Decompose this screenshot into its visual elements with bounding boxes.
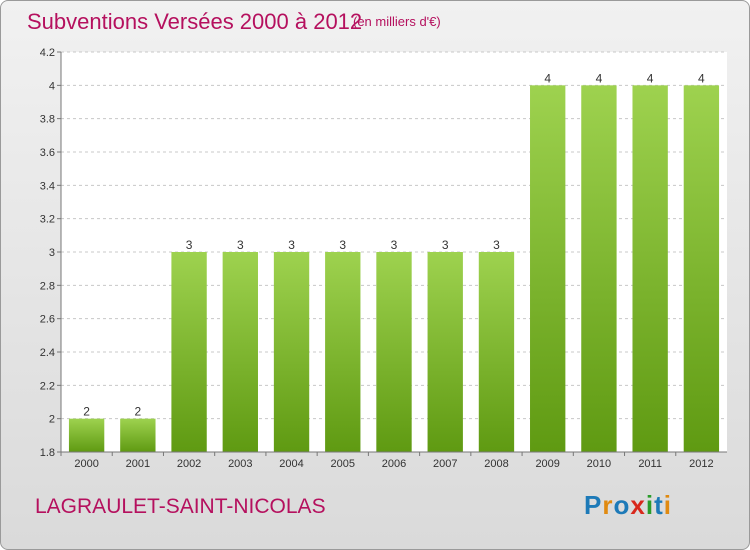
bar-2006 — [376, 252, 412, 452]
bar-2005 — [325, 252, 361, 452]
logo-letter: r — [602, 490, 614, 520]
x-tick-label: 2009 — [535, 458, 559, 470]
y-tick-label: 3.2 — [40, 214, 55, 226]
bar-value-label: 2 — [135, 405, 142, 419]
bar-2007 — [427, 252, 463, 452]
x-tick-label: 2007 — [433, 458, 457, 470]
logo-letter: t — [654, 490, 664, 520]
bar-2011 — [632, 85, 668, 452]
bar-value-label: 3 — [391, 238, 398, 252]
bar-value-label: 4 — [647, 71, 654, 85]
bar-2001 — [120, 418, 156, 452]
y-axis-ticks: 1.8 2 2.2 2.4 2.6 2.8 3 3.2 3.4 3.6 3.8 4 4.2 — [40, 47, 61, 459]
y-tick-label: 2.6 — [40, 314, 55, 326]
y-tick-label: 4 — [49, 80, 55, 92]
bar-value-label: 3 — [339, 238, 346, 252]
x-tick-label: 2005 — [331, 458, 355, 470]
bar-value-label: 4 — [544, 71, 551, 85]
x-tick-label: 2012 — [689, 458, 713, 470]
y-tick-label: 3 — [49, 247, 55, 259]
x-tick-label: 2004 — [279, 458, 303, 470]
bar-2000 — [68, 418, 105, 452]
bar-2002 — [171, 252, 207, 452]
bar-value-label: 3 — [186, 238, 193, 252]
y-tick-label: 3.8 — [40, 114, 55, 126]
logo-letter: o — [613, 490, 631, 520]
bar-value-label: 4 — [596, 71, 603, 85]
y-tick-label: 2.4 — [40, 347, 55, 359]
bar-2010 — [581, 85, 617, 452]
bar-value-label: 3 — [442, 238, 449, 252]
logo-letter: P — [584, 490, 603, 520]
bar-value-label: 3 — [493, 238, 500, 252]
x-tick-label: 2001 — [126, 458, 150, 470]
y-tick-label: 2.8 — [40, 280, 55, 292]
bars: 2 2 3 3 3 3 3 3 3 4 4 4 4 — [68, 71, 720, 452]
bar-value-label: 3 — [237, 238, 244, 252]
bar-2009 — [530, 85, 566, 452]
y-tick-label: 2.2 — [40, 380, 55, 392]
y-tick-label: 1.8 — [40, 447, 55, 459]
bar-value-label: 4 — [698, 71, 705, 85]
y-tick-label: 3.6 — [40, 147, 55, 159]
x-tick-label: 2008 — [484, 458, 508, 470]
x-tick-label: 2003 — [228, 458, 252, 470]
chart-title: Subventions Versées 2000 à 2012 — [27, 9, 363, 34]
y-tick-label: 2 — [49, 414, 55, 426]
x-tick-label: 2011 — [638, 458, 662, 470]
logo-letter: i — [663, 490, 672, 520]
proxiti-logo: Proxiti — [584, 490, 672, 521]
bar-2012 — [683, 85, 720, 452]
y-tick-label: 3.4 — [40, 180, 55, 192]
logo-letter: i — [645, 490, 655, 520]
x-tick-label: 2002 — [177, 458, 201, 470]
x-tick-label: 2006 — [382, 458, 406, 470]
bar-2008 — [478, 252, 515, 452]
bar-2004 — [273, 252, 310, 452]
bar-value-label: 2 — [83, 405, 90, 419]
chart-unit: (en milliers d'€) — [353, 14, 441, 29]
logo-letter: x — [630, 490, 646, 520]
bar-2003 — [222, 252, 258, 452]
x-tick-label: 2000 — [74, 458, 98, 470]
commune-name: LAGRAULET-SAINT-NICOLAS — [35, 495, 326, 518]
bar-value-label: 3 — [288, 238, 295, 252]
x-tick-label: 2010 — [587, 458, 611, 470]
y-tick-label: 4.2 — [40, 47, 55, 59]
x-axis-ticks: 2000 2001 2002 2003 2004 2005 2006 2007 2008 2009… — [60, 452, 714, 470]
